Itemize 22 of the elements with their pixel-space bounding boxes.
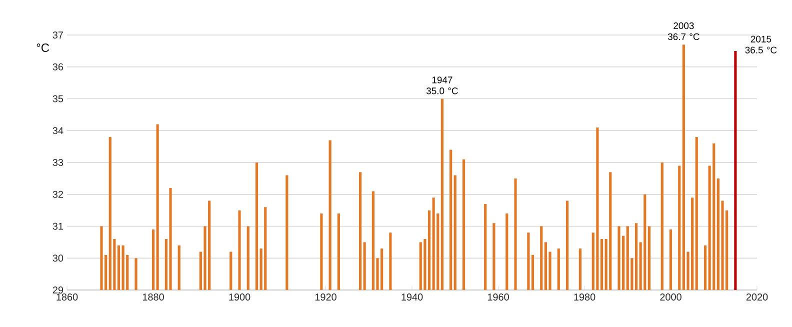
y-tick-label: 35 bbox=[52, 95, 64, 102]
annotation: 2015 36.5 °C bbox=[745, 36, 777, 54]
x-tick-label: 2020 bbox=[746, 294, 768, 301]
x-tick-label: 1880 bbox=[142, 294, 164, 301]
annotation: 2003 36.7 °C bbox=[668, 22, 700, 40]
y-tick-label: 32 bbox=[52, 190, 63, 198]
annotation: 1947 35.0 °C bbox=[426, 76, 458, 94]
x-tick-label: 2000 bbox=[660, 294, 682, 301]
y-tick-label: 30 bbox=[52, 254, 64, 262]
y-tick-label: 31 bbox=[52, 222, 63, 230]
y-tick-label: 37 bbox=[52, 31, 63, 39]
y-tick-label: 34 bbox=[52, 127, 64, 134]
x-tick-label: 1940 bbox=[402, 294, 423, 301]
x-tick-label: 1980 bbox=[574, 294, 596, 301]
y-axis-title: °C bbox=[36, 44, 50, 52]
y-tick-label: 33 bbox=[52, 158, 64, 166]
x-tick-label: 1960 bbox=[488, 294, 509, 301]
x-tick-label: 1860 bbox=[56, 294, 78, 301]
x-tick-label: 1920 bbox=[315, 294, 336, 301]
y-tick-label: 29 bbox=[52, 286, 64, 294]
x-tick-label: 1900 bbox=[229, 294, 250, 301]
y-tick-label: 36 bbox=[52, 63, 64, 70]
